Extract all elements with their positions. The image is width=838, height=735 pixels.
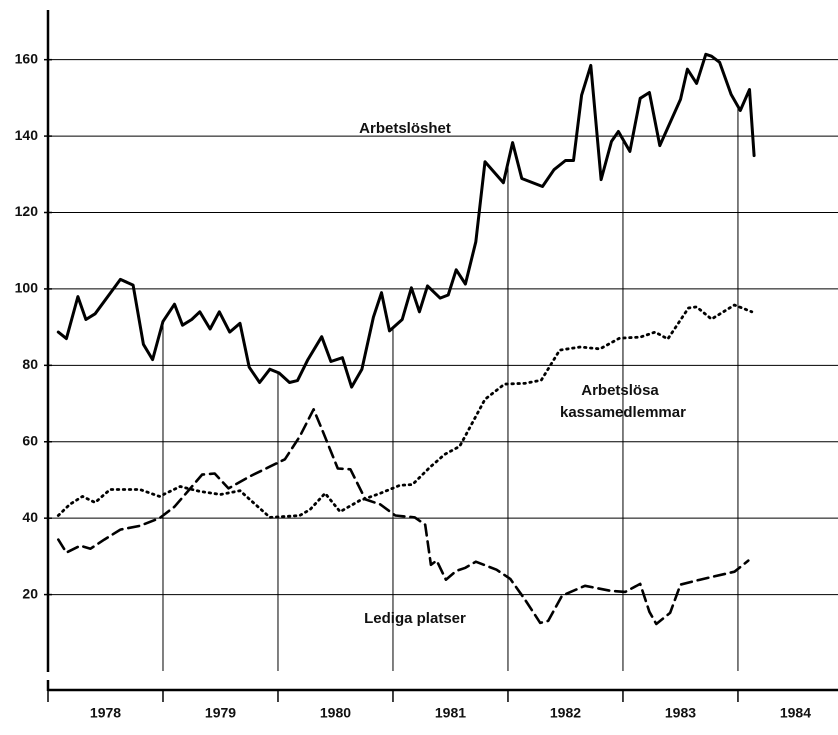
series-label: Arbetslösa kassamedlemmar <box>560 382 686 421</box>
x-tick-label: 1982 <box>550 705 581 721</box>
series-label: Lediga platser <box>364 610 466 627</box>
y-tick-label: 140 <box>15 127 39 143</box>
y-tick-label: 60 <box>22 432 38 448</box>
series-label: Arbetslöshet <box>359 120 451 137</box>
y-tick-label: 160 <box>15 50 39 66</box>
series-line <box>57 408 750 626</box>
x-tick-label: 1984 <box>780 705 811 721</box>
series-line <box>56 303 754 519</box>
x-tick-label: 1978 <box>90 705 121 721</box>
y-tick-label: 120 <box>15 203 39 219</box>
x-tick-label: 1980 <box>320 705 351 721</box>
series-line <box>56 52 756 389</box>
y-tick-label: 100 <box>15 280 39 296</box>
y-tick-label: 80 <box>22 356 38 372</box>
x-tick-label: 1979 <box>205 705 236 721</box>
x-tick-label: 1983 <box>665 705 696 721</box>
y-tick-label: 40 <box>22 509 38 525</box>
y-tick-label: 20 <box>22 585 38 601</box>
x-tick-label: 1981 <box>435 705 466 721</box>
